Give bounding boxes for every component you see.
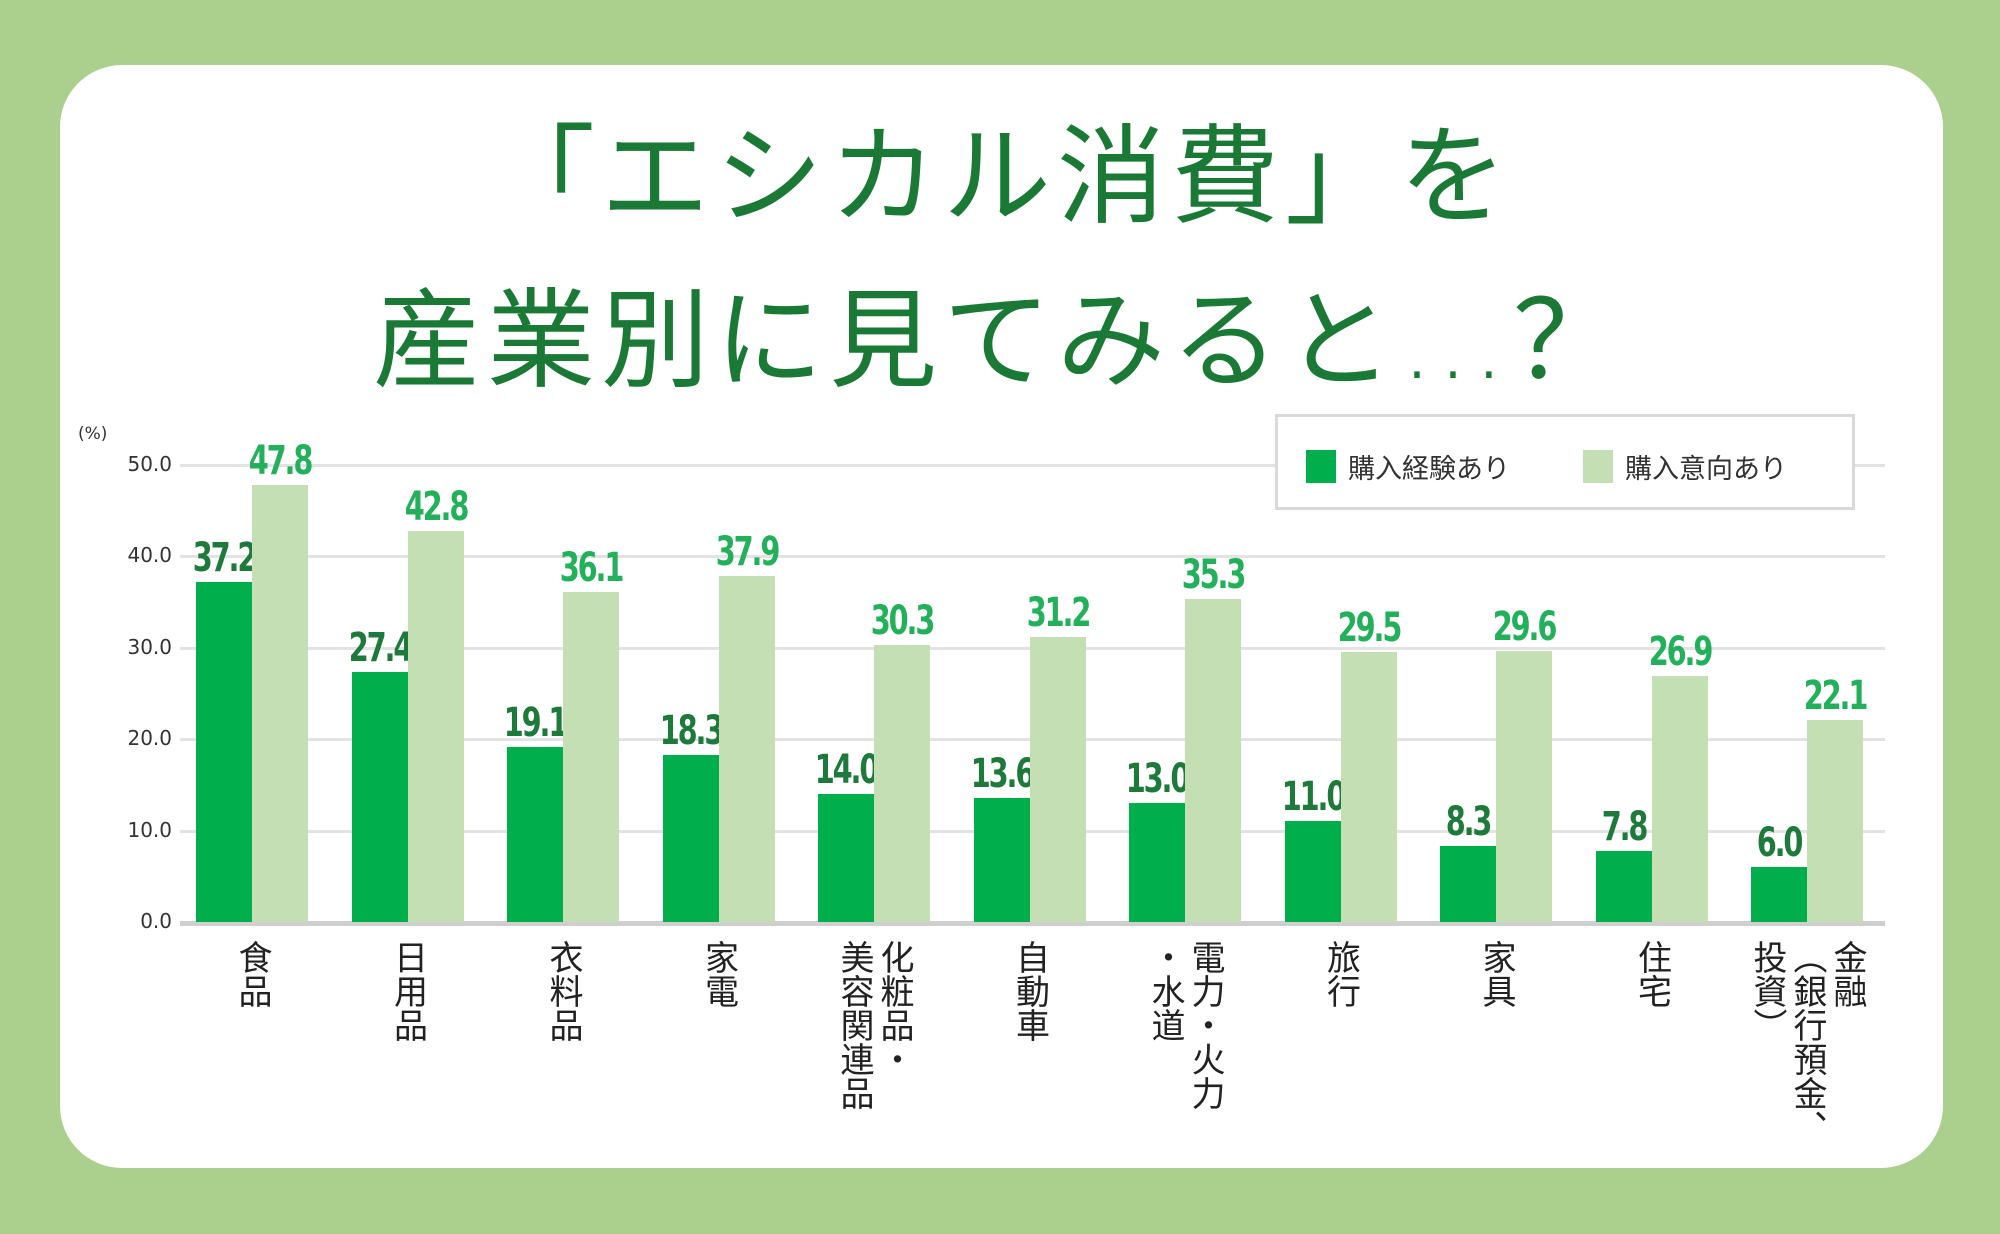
value-label-experience: 8.3 xyxy=(1445,799,1493,846)
legend-swatch-intention xyxy=(1583,450,1613,483)
value-label-experience: 19.1 xyxy=(503,700,569,747)
bar-experience xyxy=(196,582,252,922)
chart-card xyxy=(60,65,1943,1168)
y-tick-label: 0.0 xyxy=(140,909,172,933)
value-label-experience: 7.8 xyxy=(1601,803,1648,850)
bar-intention xyxy=(1340,652,1397,922)
y-axis-unit: (%) xyxy=(78,424,108,444)
value-label-intention: 26.9 xyxy=(1648,629,1713,676)
bar-intention xyxy=(563,592,619,922)
chart-title-line-2: 産業別に見てみると…？ xyxy=(372,279,1627,404)
legend-label-intention: 購入意向あり xyxy=(1625,454,1787,485)
value-label-intention: 29.6 xyxy=(1492,604,1558,651)
bar-experience xyxy=(1129,803,1185,922)
x-category-label: 日用品 xyxy=(387,940,428,1042)
gridline xyxy=(180,555,1885,559)
chart-title-line-1: 「エシカル消費」を xyxy=(486,115,1513,240)
y-tick-label: 50.0 xyxy=(127,452,172,476)
value-label-experience: 13.0 xyxy=(1125,756,1191,803)
x-category-label: 電力・火力 ・水道 xyxy=(1145,940,1225,1110)
value-label-intention: 29.5 xyxy=(1337,605,1402,652)
value-label-intention: 22.1 xyxy=(1803,673,1869,719)
value-label-intention: 47.8 xyxy=(248,438,314,485)
x-category-label: 家電 xyxy=(698,940,739,1008)
bar-experience xyxy=(507,747,563,922)
y-tick-label: 40.0 xyxy=(127,543,172,568)
value-label-intention: 30.3 xyxy=(870,598,936,645)
x-axis-line xyxy=(180,921,1885,926)
x-category-label: 衣料品 xyxy=(543,940,583,1042)
bar-intention xyxy=(1185,599,1241,922)
value-label-experience: 27.4 xyxy=(348,624,413,671)
bar-intention xyxy=(1651,676,1708,922)
x-category-label: 旅行 xyxy=(1320,940,1361,1008)
x-category-label: 食品 xyxy=(232,940,272,1008)
bar-intention xyxy=(1807,720,1863,922)
bar-experience xyxy=(1595,850,1652,922)
gridline xyxy=(180,464,1885,467)
value-label-experience: 11.0 xyxy=(1281,774,1346,821)
x-category-label: 自動車 xyxy=(1009,940,1050,1042)
value-label-experience: 14.0 xyxy=(814,747,880,794)
x-category-label: 金融 （銀行預金、 投資） xyxy=(1747,940,1867,1144)
y-tick-label: 30.0 xyxy=(127,634,172,659)
legend-swatch-experience xyxy=(1306,450,1336,483)
y-tick-label: 10.0 xyxy=(127,817,172,842)
value-label-intention: 37.9 xyxy=(715,528,780,575)
bar-experience xyxy=(1440,846,1496,922)
legend-label-experience: 購入経験あり xyxy=(1348,454,1510,485)
value-label-experience: 6.0 xyxy=(1756,820,1804,867)
x-category-label: 家具 xyxy=(1476,940,1516,1008)
bar-experience xyxy=(973,797,1030,922)
bar-experience xyxy=(1284,821,1341,922)
bar-experience xyxy=(818,794,874,922)
bar-experience xyxy=(1751,867,1807,922)
value-label-intention: 31.2 xyxy=(1026,589,1091,636)
value-label-intention: 42.8 xyxy=(404,483,469,530)
legend-item-intention: 購入意向あり xyxy=(1583,447,1787,486)
bar-intention xyxy=(1496,651,1552,922)
y-tick-label: 20.0 xyxy=(127,726,172,751)
value-label-intention: 35.3 xyxy=(1181,552,1247,599)
bar-intention xyxy=(874,645,930,922)
bar-intention xyxy=(407,530,464,922)
value-label-experience: 37.2 xyxy=(192,534,258,581)
legend-item-experience: 購入経験あり xyxy=(1306,447,1510,486)
value-label-intention: 36.1 xyxy=(559,545,625,592)
bar-intention xyxy=(718,575,775,922)
plot-area: 37.2 47.8 27.4 42.8 19.1 36.1 18.3 37.9 14.0 30.3… xyxy=(180,441,1885,926)
bar-experience xyxy=(351,671,408,922)
value-label-experience: 18.3 xyxy=(659,707,724,754)
bar-intention xyxy=(252,485,308,922)
legend: 購入経験あり 購入意向あり xyxy=(1275,414,1855,510)
bar-experience xyxy=(662,754,719,922)
x-category-label: 化粧品・ 美容関連品 xyxy=(834,940,914,1110)
x-category-label: 住宅 xyxy=(1631,940,1672,1008)
bar-intention xyxy=(1029,636,1086,922)
value-label-experience: 13.6 xyxy=(970,750,1035,797)
